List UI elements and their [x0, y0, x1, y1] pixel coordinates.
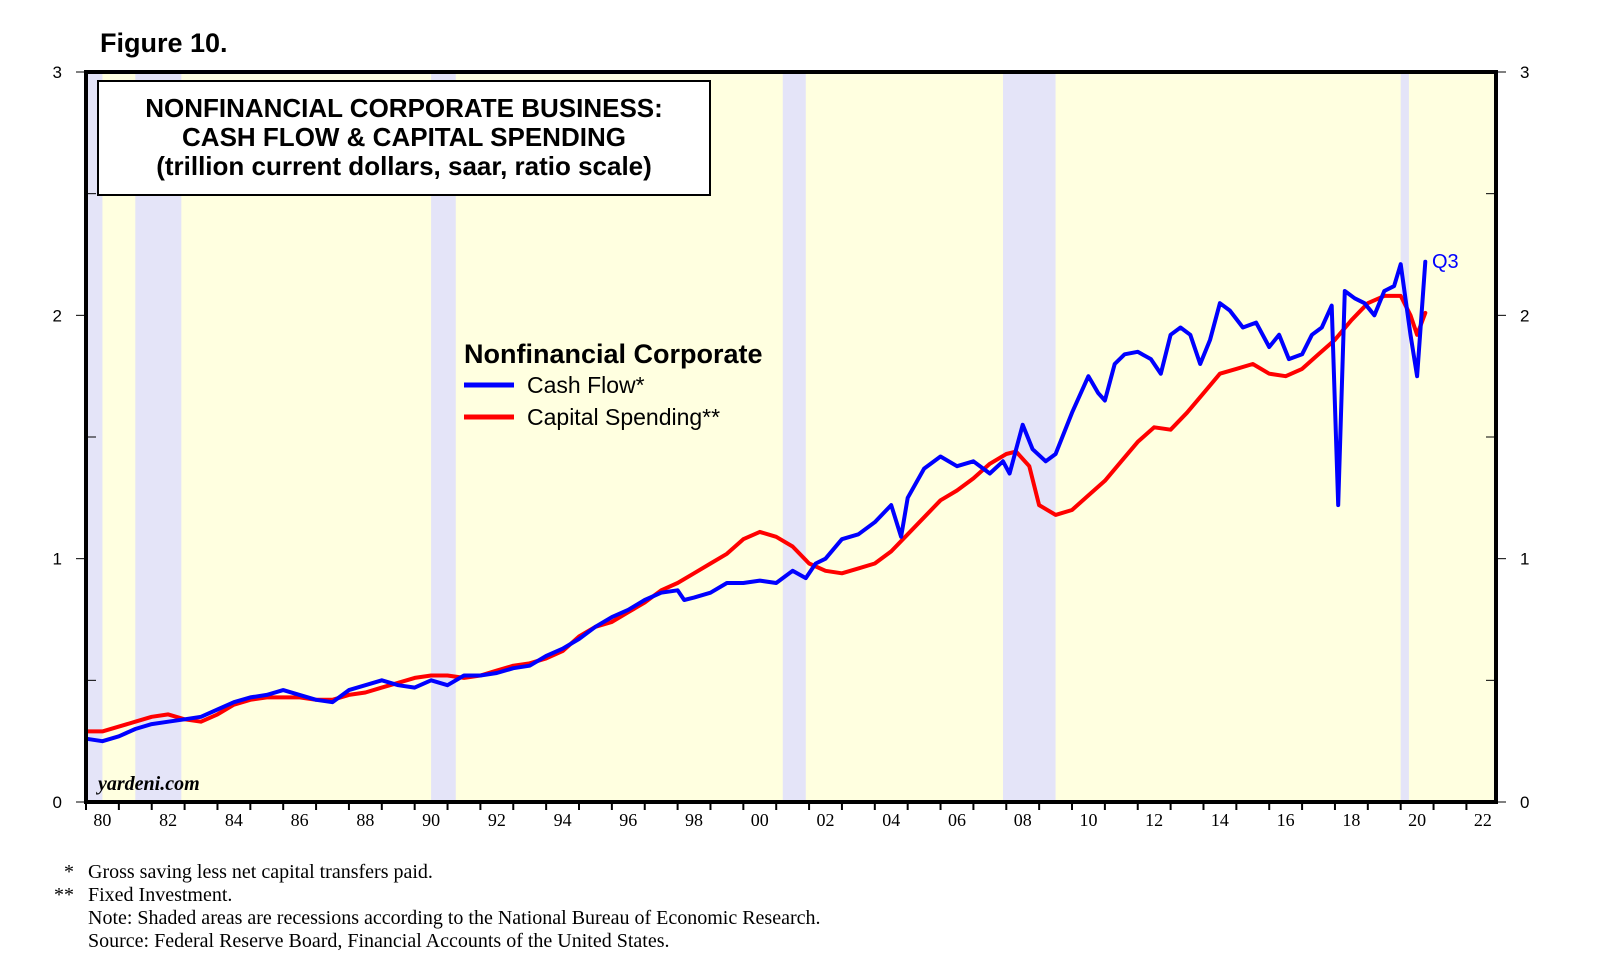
recession-band-4: [782, 72, 806, 802]
x-tick-label-82: 82: [159, 810, 177, 830]
y-tick-label-right-2: 2: [1520, 306, 1529, 325]
x-tick-label-18: 18: [1342, 810, 1360, 830]
legend-label-cash-flow: Cash Flow*: [527, 372, 645, 398]
x-tick-label-94: 94: [554, 810, 572, 830]
x-tick-label-86: 86: [291, 810, 309, 830]
x-tick-label-20: 20: [1408, 810, 1426, 830]
footnote-4: Source: Federal Reserve Board, Financial…: [88, 930, 670, 952]
recession-band-6: [1400, 72, 1409, 802]
footnote-2: Fixed Investment.: [88, 884, 232, 906]
series-line-cash-flow: [84, 259, 1428, 744]
footnote-marker-2: **: [54, 884, 74, 906]
x-tick-label-16: 16: [1277, 810, 1295, 830]
y-tick-label-left-3: 3: [53, 63, 62, 82]
x-tick-label-90: 90: [422, 810, 440, 830]
legend: Nonfinancial Corporate Cash Flow* Capita…: [464, 339, 763, 430]
y-tick-label-right-3: 3: [1520, 63, 1529, 82]
x-tick-label-02: 02: [817, 810, 835, 830]
legend-label-capital-spending: Capital Spending**: [527, 404, 720, 430]
y-tick-label-left-2: 2: [53, 306, 62, 325]
x-tick-label-08: 08: [1014, 810, 1032, 830]
plot-frame: [84, 70, 1498, 804]
series-lines: [84, 259, 1428, 744]
title-line-1: NONFINANCIAL CORPORATE BUSINESS:: [145, 93, 663, 123]
x-tick-label-84: 84: [225, 810, 243, 830]
title-line-3: (trillion current dollars, saar, ratio s…: [156, 151, 652, 181]
footnote-marker-1: *: [64, 861, 74, 883]
y-tick-label-right-1: 1: [1520, 550, 1529, 569]
title-line-2: CASH FLOW & CAPITAL SPENDING: [182, 122, 626, 152]
x-tick-label-22: 22: [1474, 810, 1492, 830]
x-tick-label-88: 88: [356, 810, 374, 830]
x-tick-label-98: 98: [685, 810, 703, 830]
x-tick-label-96: 96: [619, 810, 637, 830]
footnote-1: Gross saving less net capital transfers …: [88, 861, 433, 883]
title-box: NONFINANCIAL CORPORATE BUSINESS: CASH FL…: [97, 80, 711, 196]
footnote-3: Note: Shaded areas are recessions accord…: [88, 907, 821, 929]
x-tick-label-06: 06: [948, 810, 966, 830]
x-tick-label-10: 10: [1079, 810, 1097, 830]
x-tick-label-92: 92: [488, 810, 506, 830]
x-tick-label-14: 14: [1211, 810, 1229, 830]
y-tick-label-left-1: 1: [53, 550, 62, 569]
x-tick-label-00: 00: [751, 810, 769, 830]
x-tick-label-80: 80: [93, 810, 111, 830]
y-tick-label-right-0: 0: [1520, 793, 1529, 812]
q3-label: Q3: [1432, 251, 1459, 273]
footnotes: * Gross saving less net capital transfer…: [54, 861, 821, 952]
legend-title: Nonfinancial Corporate: [464, 339, 763, 369]
y-tick-label-left-0: 0: [53, 793, 62, 812]
figure-label: Figure 10.: [100, 28, 228, 58]
watermark: yardeni.com: [96, 773, 200, 795]
x-tick-label-04: 04: [882, 810, 900, 830]
x-tick-label-12: 12: [1145, 810, 1163, 830]
